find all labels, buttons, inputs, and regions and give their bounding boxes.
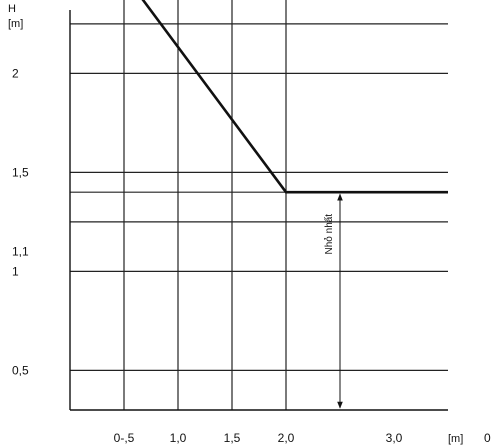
labels: H [m] [m] 0 0-,51,01,52,03,00,511,11,522… — [8, 3, 491, 445]
series — [141, 0, 448, 194]
y-tick-label: 1,5 — [12, 165, 29, 179]
series-line — [141, 0, 448, 194]
y-tick-label: 0,5 — [12, 363, 29, 377]
y-tick-label: 1,1 — [12, 245, 29, 259]
y-axis-unit: [m] — [8, 18, 23, 30]
x-trailing-label: 0 — [484, 431, 491, 445]
y-axis-title: H — [8, 3, 16, 15]
x-tick-label: 2,0 — [278, 431, 295, 445]
grid — [70, 0, 448, 410]
x-tick-label: 0-,5 — [114, 431, 135, 445]
x-tick-label: 1,0 — [170, 431, 187, 445]
x-axis-unit: [m] — [448, 433, 463, 445]
x-tick-label: 1,5 — [224, 431, 241, 445]
x-tick-label: 3,0 — [386, 431, 403, 445]
dimension-label: Nhỏ nhất — [323, 214, 335, 255]
y-tick-label: 1 — [12, 264, 19, 278]
y-tick-label: 2 — [12, 66, 19, 80]
axes — [69, 10, 448, 411]
annotations: Nhỏ nhấtNhỏ nhất — [323, 193, 343, 409]
